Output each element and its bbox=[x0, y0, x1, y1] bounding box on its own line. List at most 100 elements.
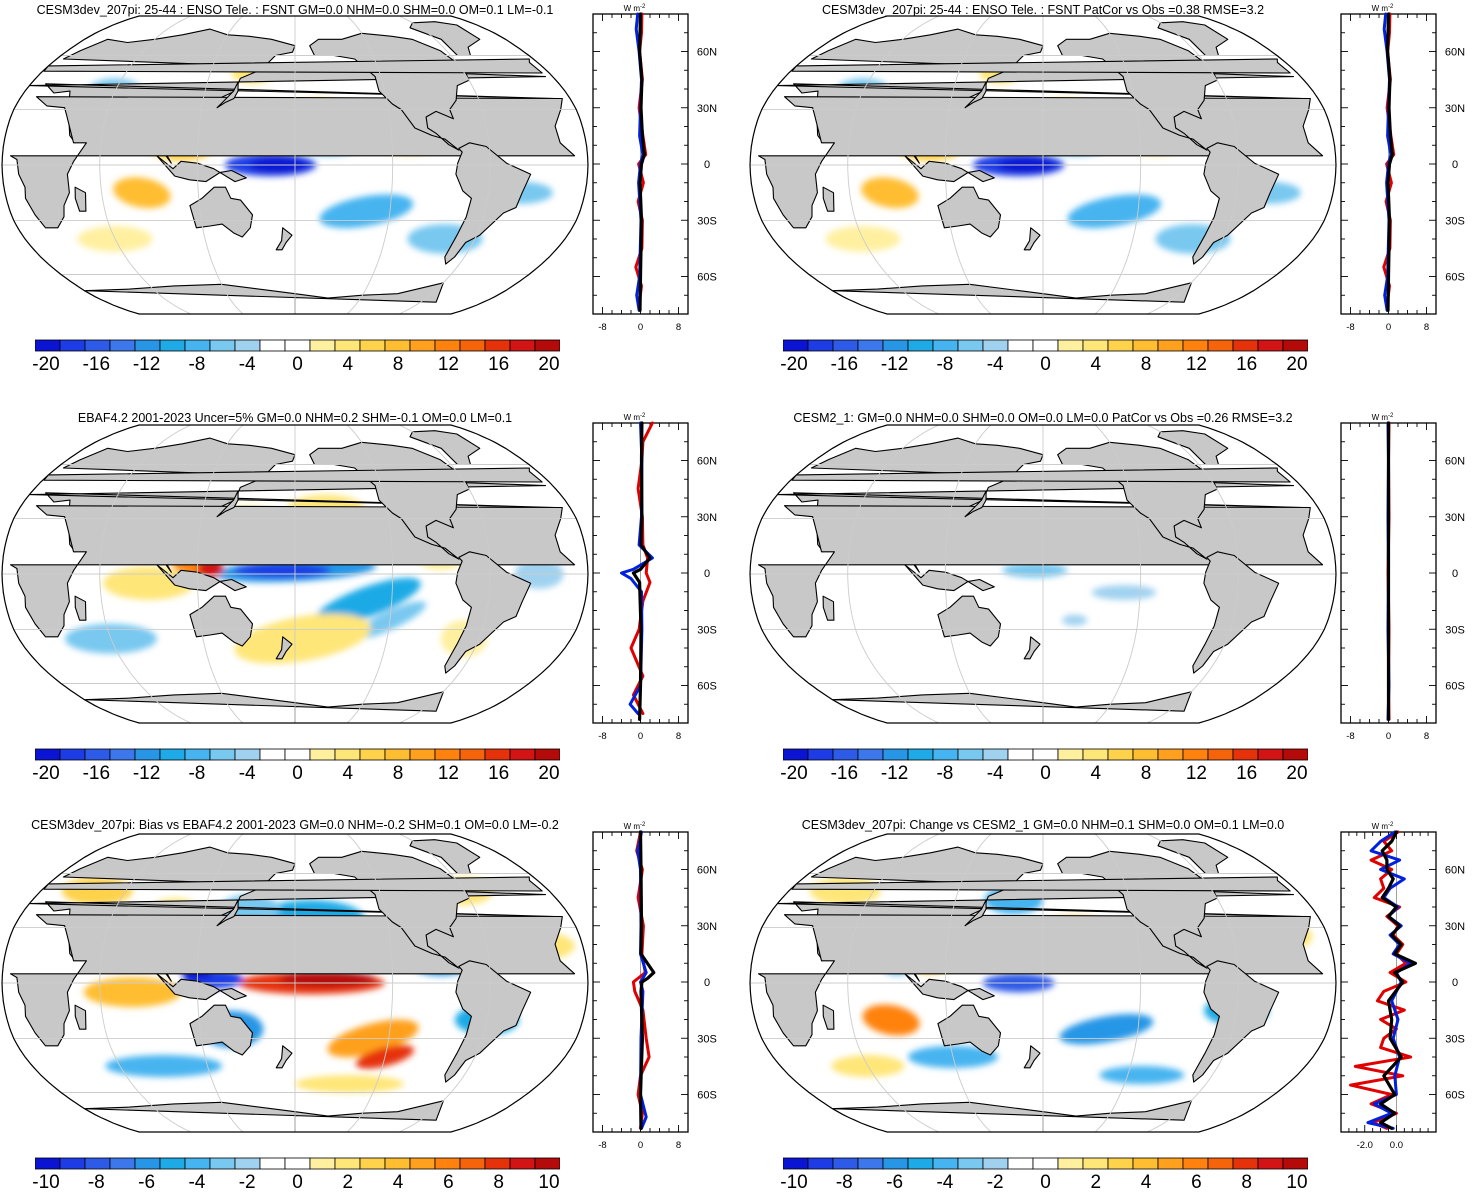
colorbar bbox=[35, 1157, 560, 1170]
colorbar-tick-label: -4 bbox=[936, 1172, 954, 1193]
colorbar-swatch bbox=[534, 1157, 560, 1170]
colorbar-tick-label: 6 bbox=[1191, 1172, 1202, 1193]
y-tick-label: 30N bbox=[1445, 103, 1465, 115]
colorbar-swatch bbox=[932, 339, 959, 352]
colorbar-swatch bbox=[907, 748, 934, 761]
colorbar-tick-label: 20 bbox=[538, 354, 560, 375]
colorbar-swatch bbox=[409, 748, 436, 761]
y-tick-label: 60N bbox=[697, 456, 717, 468]
anomaly-blob bbox=[234, 613, 371, 664]
colorbar-tick-label: -4 bbox=[986, 763, 1004, 784]
colorbar-tick-label: -8 bbox=[87, 1172, 105, 1193]
land-layer bbox=[9, 21, 576, 314]
land-australia bbox=[937, 595, 1002, 647]
land-newzealand bbox=[1023, 1045, 1041, 1069]
colorbar-swatch bbox=[882, 1157, 909, 1170]
land-africa bbox=[9, 505, 576, 638]
colorbar-swatch bbox=[1132, 1157, 1159, 1170]
y-tick-label: 60N bbox=[1445, 456, 1465, 468]
land-greenland bbox=[1157, 21, 1229, 57]
land-south-america bbox=[1192, 142, 1280, 265]
land-africa bbox=[757, 96, 1324, 229]
colorbar-swatch bbox=[957, 339, 984, 352]
meridian bbox=[1094, 425, 1142, 723]
y-tick-label: 60N bbox=[697, 47, 717, 59]
colorbar-swatch bbox=[109, 339, 136, 352]
zonal-mean-plot: W m-2 -8 0 8 60N 30N 0 30S 60S bbox=[592, 4, 717, 333]
colorbar-swatch bbox=[35, 1157, 61, 1170]
colorbar-tick-label: 0 bbox=[292, 1172, 303, 1193]
zonal-mean-plot: W m-2 -8 0 8 60N 30N 0 30S 60S bbox=[592, 413, 717, 742]
land-indonesia bbox=[904, 973, 995, 1001]
meridian bbox=[398, 425, 491, 723]
anomaly-blob bbox=[1059, 1014, 1154, 1045]
map-outline bbox=[1, 833, 589, 1133]
land-japan bbox=[964, 81, 987, 109]
colorbar bbox=[783, 748, 1308, 761]
zonal-series-mean bbox=[1378, 830, 1418, 1130]
colorbar-swatch bbox=[807, 1157, 834, 1170]
colorbar-tick-label: 8 bbox=[493, 1172, 504, 1193]
y-tick-label: 0 bbox=[704, 977, 710, 989]
y-tick-label: 30N bbox=[697, 103, 717, 115]
colorbar-swatch bbox=[932, 1157, 959, 1170]
colorbar-tick-label: 10 bbox=[1286, 1172, 1308, 1193]
colorbar-swatch bbox=[159, 1157, 186, 1170]
x-tick-label: 8 bbox=[676, 322, 681, 333]
land-newzealand bbox=[1023, 636, 1041, 660]
y-tick-label: 30S bbox=[697, 215, 717, 227]
land-africa bbox=[9, 96, 576, 229]
zonal-mean-plot: W m-2 -8 0 8 60N 30N 0 30S 60S bbox=[592, 822, 717, 1151]
land-south-america bbox=[444, 142, 532, 265]
colorbar-tick-label: 4 bbox=[1140, 1172, 1152, 1193]
y-tick-label: 60N bbox=[697, 865, 717, 877]
land-south-america bbox=[1192, 551, 1280, 674]
colorbar-swatch bbox=[35, 748, 61, 761]
land-madagascar bbox=[74, 1004, 87, 1030]
colorbar-tick-label: 0 bbox=[292, 763, 303, 784]
colorbar-swatch bbox=[1157, 748, 1184, 761]
colorbar-tick-label: -20 bbox=[780, 763, 808, 784]
anomaly-blob bbox=[105, 1055, 223, 1077]
colorbar-tick-label: 16 bbox=[488, 763, 510, 784]
colorbar-tick-label: -4 bbox=[188, 1172, 206, 1193]
colorbar-swatch bbox=[1157, 1157, 1184, 1170]
colorbar-tick-label: -8 bbox=[188, 763, 206, 784]
colorbar-swatch bbox=[1207, 1157, 1234, 1170]
graticule bbox=[750, 425, 1336, 723]
anomaly-blob bbox=[1067, 194, 1162, 228]
anomaly-blob bbox=[103, 566, 195, 600]
colorbar-swatch bbox=[184, 1157, 211, 1170]
colorbar-swatch bbox=[84, 339, 111, 352]
colorbar-swatch bbox=[1182, 1157, 1209, 1170]
colorbar-swatch bbox=[932, 748, 959, 761]
colorbar-tick-label: -12 bbox=[880, 763, 909, 784]
colorbar-swatch bbox=[907, 1157, 934, 1170]
land-indonesia bbox=[904, 155, 995, 183]
colorbar-swatch bbox=[59, 748, 86, 761]
x-tick-label: 8 bbox=[676, 1140, 681, 1151]
land-greenland bbox=[409, 430, 481, 466]
colorbar bbox=[783, 1157, 1308, 1170]
colorbar-swatch bbox=[434, 1157, 461, 1170]
colorbar-swatch bbox=[783, 1157, 809, 1170]
land-greenland bbox=[409, 839, 481, 875]
map bbox=[749, 15, 1337, 315]
land-indonesia bbox=[904, 564, 995, 592]
x-tick-label: -8 bbox=[1346, 731, 1354, 742]
colorbar-tick-label: 20 bbox=[1286, 354, 1308, 375]
colorbar-swatch bbox=[309, 748, 336, 761]
colorbar-swatch bbox=[259, 748, 286, 761]
land-madagascar bbox=[822, 186, 835, 212]
colorbar-tick-label: -8 bbox=[936, 763, 954, 784]
colorbar-tick-label: -20 bbox=[32, 354, 60, 375]
land-madagascar bbox=[74, 186, 87, 212]
y-tick-label: 0 bbox=[1452, 159, 1458, 171]
colorbar-tick-label: 8 bbox=[392, 354, 404, 375]
colorbar-swatch bbox=[309, 1157, 336, 1170]
y-tick-label: 0 bbox=[1452, 977, 1458, 989]
colorbar-swatch bbox=[1007, 1157, 1034, 1170]
colorbar-tick-label: 8 bbox=[1140, 354, 1152, 375]
colorbar-labels: -20 -16 -12 -8 -4 0 4 8 12 16 20 bbox=[32, 354, 560, 378]
colorbar-swatch bbox=[1282, 1157, 1308, 1170]
